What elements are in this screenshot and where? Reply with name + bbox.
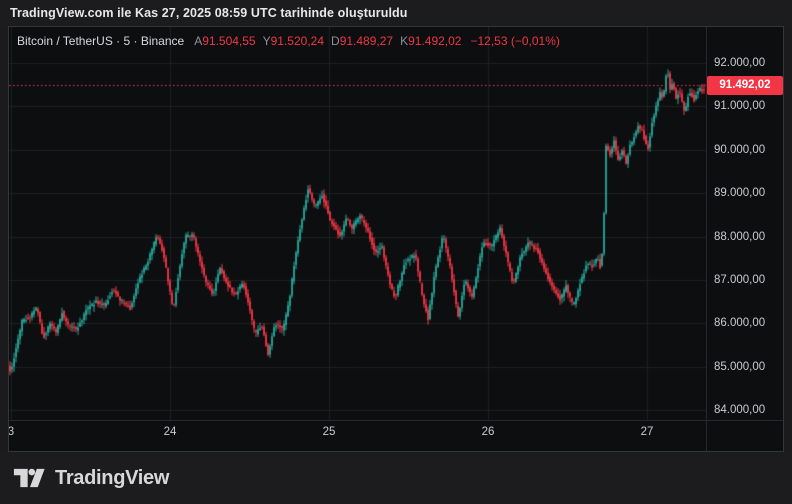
ohlc-item: Y91.520,24 <box>263 34 324 48</box>
price-axis-tick: 92.000,00 <box>714 57 766 69</box>
footer: TradingView <box>0 452 792 504</box>
time-axis-tick: 3 <box>9 426 15 438</box>
price-axis-tick: 89.000,00 <box>714 187 766 200</box>
ohlc-value: 91.520,24 <box>270 34 325 48</box>
tradingview-logo-icon <box>13 468 45 488</box>
ohlc-key: A <box>194 34 203 48</box>
candlestick-chart[interactable] <box>9 27 783 451</box>
ohlc-item: A91.504,55 <box>194 34 255 48</box>
chart-widget-inner: Bitcoin / TetherUS · 5 · Binance A91.504… <box>9 27 783 451</box>
price-axis-tick: 87.000,00 <box>714 274 766 286</box>
price-axis-tick: 85.000,00 <box>714 360 766 373</box>
ohlc-value: 91.489,27 <box>339 34 394 48</box>
time-axis-tick: 26 <box>481 426 495 438</box>
symbol-title: Bitcoin / TetherUS · 5 · Binance <box>17 34 185 48</box>
ohlc-key: K <box>400 34 409 48</box>
price-axis-tick: 84.000,00 <box>714 404 766 417</box>
ohlc-value: 91.492,02 <box>408 34 462 48</box>
ohlc-key: D <box>331 34 340 48</box>
time-axis-separator <box>9 420 783 421</box>
ohlc-value: 91.504,55 <box>202 34 256 48</box>
price-axis-tick: 86.000,00 <box>714 317 766 330</box>
price-axis-tick: 88.000,00 <box>714 230 766 243</box>
attribution-bar: TradingView.com ile Kas 27, 2025 08:59 U… <box>0 0 792 26</box>
time-axis-tick: 25 <box>322 426 336 438</box>
tradingview-logo[interactable]: TradingView <box>13 467 169 490</box>
attribution-text: TradingView.com ile Kas 27, 2025 08:59 U… <box>10 6 408 20</box>
ohlc-key: Y <box>262 34 271 48</box>
time-axis-tick: 27 <box>640 426 654 438</box>
time-axis-tick: 24 <box>163 426 177 438</box>
price-change: −12,53 (−0,01%) <box>470 34 560 48</box>
symbol-legend[interactable]: Bitcoin / TetherUS · 5 · Binance A91.504… <box>17 32 560 50</box>
chart-widget: Bitcoin / TetherUS · 5 · Binance A91.504… <box>8 26 784 452</box>
last-price-value: 91.492,02 <box>719 79 771 92</box>
last-price-label: 91.492,02 <box>707 75 783 95</box>
tradingview-logo-text: TradingView <box>55 466 170 489</box>
ohlc-item: D91.489,27 <box>331 34 393 48</box>
price-axis-tick: 91.000,00 <box>714 100 766 113</box>
ohlc-item: K91.492,02 <box>400 34 461 48</box>
ohlc-values: A91.504,55 Y91.520,24 D91.489,27 K91.492,02 <box>194 34 468 48</box>
price-axis-tick: 90.000,00 <box>714 143 766 156</box>
price-axis-separator <box>706 27 707 451</box>
